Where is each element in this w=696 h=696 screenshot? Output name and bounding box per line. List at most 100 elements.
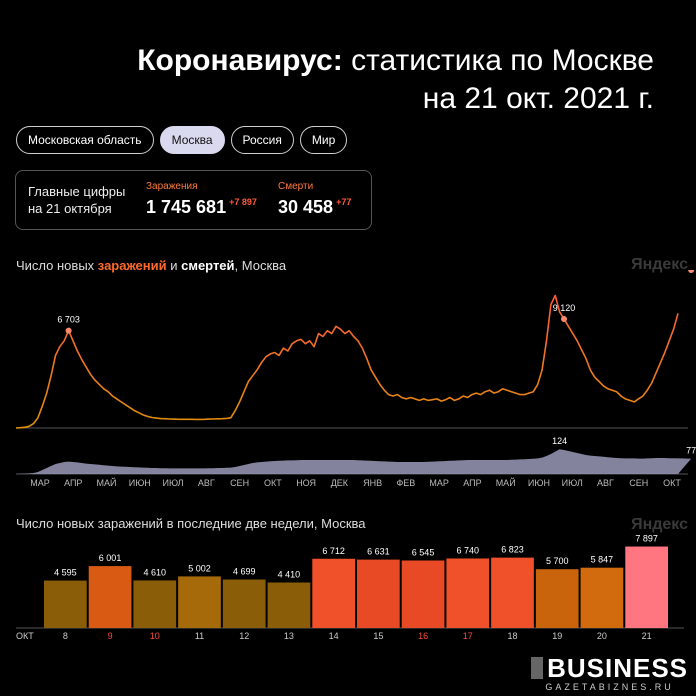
region-tabs: Московская область Москва Россия Мир <box>16 126 348 154</box>
bar <box>625 546 668 628</box>
watermark: Яндекс <box>631 516 688 533</box>
tick-label: ЯНВ <box>363 478 382 488</box>
data-label: 6 712 <box>322 546 345 556</box>
tab-world[interactable]: Мир <box>299 126 348 154</box>
data-label: 6 823 <box>501 545 524 555</box>
tick-label: СЕН <box>629 478 648 488</box>
data-label: 4 410 <box>278 570 301 580</box>
tick-label: 9 <box>108 631 113 641</box>
tab-russia[interactable]: Россия <box>230 126 294 154</box>
data-label: 9 120 <box>553 303 576 313</box>
infections-stat: Заражения 1 745 681 +7 897 <box>146 181 257 218</box>
bar <box>535 569 579 628</box>
infections-label: Заражения <box>146 181 198 192</box>
bar <box>446 558 490 628</box>
peak-point <box>65 327 72 334</box>
tick-label: 8 <box>63 631 68 641</box>
data-label: 4 699 <box>233 567 256 577</box>
tick-label: 17 <box>463 631 473 641</box>
tick-label: МАР <box>429 478 449 488</box>
deaths-stat: Смерти 30 458 +77 <box>278 181 351 218</box>
brand-name: BUSINESS <box>547 653 688 683</box>
tick-label: 18 <box>507 631 517 641</box>
series-line-deaths <box>16 449 692 474</box>
title-rest: статистика по Москве <box>351 44 654 77</box>
chart2-title: Число новых заражений в последние две не… <box>16 516 366 531</box>
infections-value: 1 745 681 <box>146 197 227 217</box>
tick-label: ФЕВ <box>396 478 415 488</box>
bar <box>491 557 534 628</box>
tick-label: АВГ <box>597 478 614 488</box>
tick-label: 12 <box>239 631 249 641</box>
brand-site: GAZETABIZNES.RU <box>545 682 674 692</box>
brand-square-icon <box>531 657 544 679</box>
tick-label: 10 <box>150 631 160 641</box>
x-prefix: ОКТ <box>16 631 34 641</box>
tick-label: 15 <box>373 631 383 641</box>
tick-label: ИЮЛ <box>163 478 184 488</box>
tick-label: ИЮЛ <box>562 478 583 488</box>
tick-label: 11 <box>195 631 204 641</box>
chart1-title: Число новых заражений и смертей, Москва <box>16 258 286 273</box>
page-title: Коронавирус: статистика по Москве на 21 … <box>137 42 654 118</box>
brand-logo: BUSINESS GAZETABIZNES.RU <box>531 654 688 692</box>
tick-label: МАЙ <box>97 477 117 488</box>
data-label: 7 897 <box>673 270 696 272</box>
bar <box>178 576 221 628</box>
tick-label: 14 <box>329 631 339 641</box>
bar <box>267 582 311 628</box>
bar-chart: ОКТ 4 595 8 6 001 9 4 610 10 5 002 11 4 699 12 4 41… <box>16 534 684 641</box>
peak-point <box>688 270 695 273</box>
bar <box>357 559 400 628</box>
tick-label: СЕН <box>230 478 249 488</box>
tick-label: МАЙ <box>496 477 516 488</box>
watermark: Яндекс <box>631 256 688 273</box>
tick-label: ДЕК <box>331 478 349 488</box>
tick-label: АВГ <box>198 478 215 488</box>
data-label: 6 631 <box>367 547 390 557</box>
data-label: 6 740 <box>457 545 480 555</box>
chart1-title-part: и <box>166 258 182 273</box>
tick-label: 20 <box>597 631 607 641</box>
bar <box>312 558 355 628</box>
tick-label: ОКТ <box>264 478 282 488</box>
tick-label: ОКТ <box>663 478 681 488</box>
tick-label: ИЮН <box>129 478 151 488</box>
tick-label: 21 <box>642 631 652 641</box>
summary-card: Главные цифры на 21 октября Заражения 1 … <box>15 170 372 230</box>
bar <box>401 560 445 628</box>
deaths-label: Смерти <box>278 181 314 192</box>
data-label: 4 610 <box>144 567 167 577</box>
infections-delta: +7 897 <box>229 197 257 207</box>
data-label: 5 847 <box>591 555 614 565</box>
tick-label: 13 <box>284 631 294 641</box>
data-label: 6 703 <box>57 315 80 325</box>
deaths-delta: +77 <box>336 197 352 207</box>
series-line-infections <box>15 294 679 429</box>
data-label: 5 002 <box>188 563 211 573</box>
bar <box>580 567 624 628</box>
data-label: 124 <box>552 436 567 446</box>
title-date: на 21 окт. 2021 г. <box>422 82 654 115</box>
title-bold: Коронавирус: <box>137 44 343 77</box>
summary-caption: Главные цифры на 21 октября <box>28 184 126 216</box>
data-label: 6 545 <box>412 547 435 557</box>
tick-label: АПР <box>64 478 82 488</box>
tick-label: ИЮН <box>528 478 550 488</box>
chart1-title-infections: заражений <box>97 258 167 273</box>
tick-label: 16 <box>418 631 428 641</box>
tick-label: НОЯ <box>296 478 316 488</box>
bar <box>44 580 87 628</box>
data-label: 77 <box>686 446 696 456</box>
tick-label: МАР <box>30 478 50 488</box>
tick-label: АПР <box>463 478 481 488</box>
peak-point <box>561 316 568 323</box>
tab-moscow-region[interactable]: Московская область <box>16 126 154 154</box>
bar <box>222 579 266 628</box>
bar <box>133 580 177 628</box>
bar <box>88 566 132 628</box>
line-chart: 6 703 9 120 7 897 124 77 МАР АПР МАЙ ИЮН ИЮЛ АВГ СЕ… <box>15 270 696 488</box>
data-label: 6 001 <box>99 553 122 563</box>
tab-moscow[interactable]: Москва <box>159 126 225 154</box>
deaths-value: 30 458 <box>278 197 334 217</box>
